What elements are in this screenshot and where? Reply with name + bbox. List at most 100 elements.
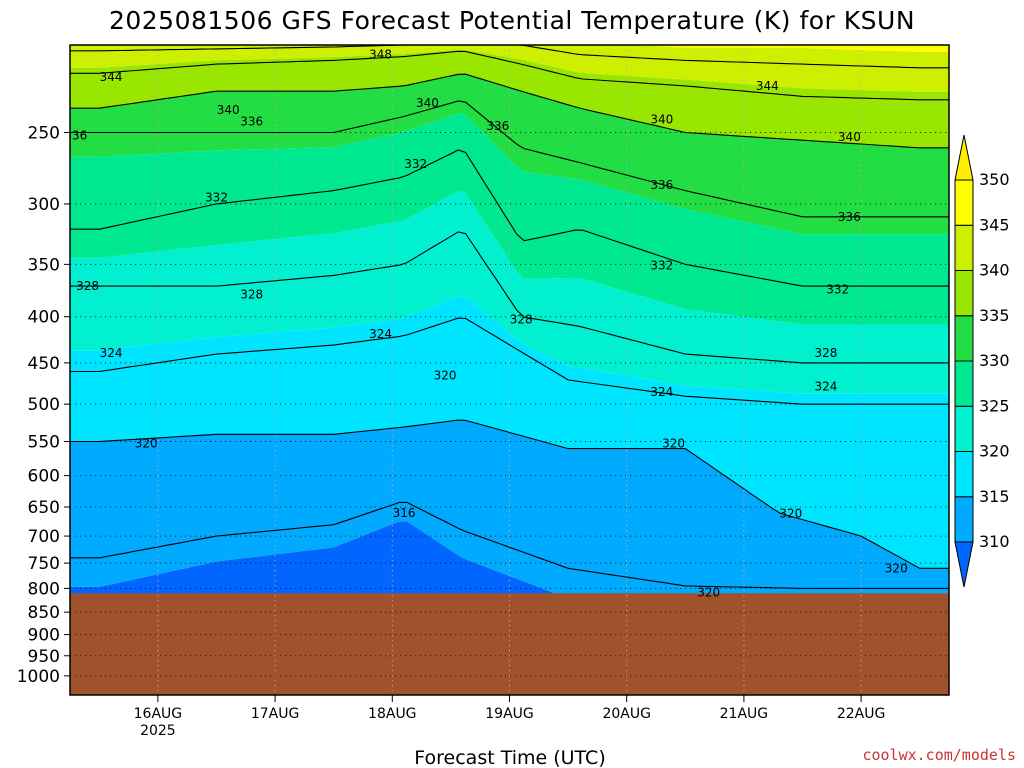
contour-label-328: 328	[76, 279, 99, 293]
isentrope-336	[70, 100, 949, 218]
contour-label-340: 340	[650, 113, 673, 127]
isentrope-328	[70, 231, 949, 364]
contour-label-336: 336	[838, 210, 861, 224]
colorbar-segment-315	[954, 451, 974, 498]
y-tick-label: 250	[28, 123, 60, 143]
y-axis: 250 300 350 400 450 500 550 600 650 700 750 800 850 9…	[17, 123, 70, 687]
contour-label-324: 324	[650, 385, 673, 399]
theta-band-335	[70, 74, 949, 235]
contour-label-340: 340	[416, 96, 439, 110]
isentrope-348	[70, 45, 949, 69]
contour-label-344: 344	[100, 70, 123, 84]
contour-label-320: 320	[434, 369, 457, 383]
colorbar-segment-320	[954, 405, 974, 452]
y-tick-label: 850	[28, 603, 60, 623]
isentrope-320	[70, 419, 949, 569]
theta-band-350	[630, 45, 949, 52]
y-tick-label: 750	[28, 554, 60, 574]
theta-band-325	[70, 190, 949, 394]
contour-label-332: 332	[205, 190, 228, 204]
colorbar-segment-335	[954, 270, 974, 317]
contour-label-316: 316	[393, 506, 416, 520]
colorbar-tick-label: 310	[979, 532, 1010, 551]
isentrope-332	[70, 149, 949, 287]
credit-link[interactable]: coolwx.com/models	[862, 746, 1016, 764]
colorbar-tick-label: 330	[979, 351, 1010, 370]
contour-label-340: 340	[838, 130, 861, 144]
isentrope-316	[70, 501, 949, 589]
contour-label-344: 344	[756, 79, 779, 93]
y-tick-label: 900	[28, 626, 60, 646]
y-tick-label: 650	[28, 498, 60, 518]
contour-label-336: 336	[240, 114, 263, 128]
contour-label-336: 336	[650, 178, 673, 192]
contour-label-324: 324	[369, 327, 392, 341]
colorbar-tick-label: 320	[979, 442, 1010, 461]
colorbar-extend-low	[954, 541, 974, 588]
contour-label-320: 320	[885, 561, 908, 575]
y-tick-label: 400	[28, 308, 60, 328]
x-tick-label: 17AUG	[251, 706, 300, 722]
x-tick-label: 16AUG	[134, 706, 183, 722]
contour-label-320: 320	[779, 507, 802, 521]
colorbar-segment-310	[954, 496, 974, 543]
x-tick-label: 21AUG	[720, 706, 769, 722]
contour-label-340: 340	[217, 103, 240, 117]
y-tick-label: 950	[28, 647, 60, 667]
x-tick-label: 19AUG	[485, 706, 534, 722]
y-tick-label: 550	[28, 433, 60, 453]
colorbar-segment-325	[954, 360, 974, 407]
isentrope-contours	[70, 45, 949, 589]
contour-label-336: 336	[64, 129, 87, 143]
x-axis-label: Forecast Time (UTC)	[414, 747, 605, 768]
grid-lines	[70, 45, 949, 695]
theta-band-340	[70, 49, 949, 148]
contour-label-328: 328	[510, 313, 533, 327]
isentrope-324	[70, 317, 949, 405]
y-tick-label: 800	[28, 579, 60, 599]
y-tick-label: 700	[28, 527, 60, 547]
terrain-layer	[70, 593, 949, 695]
colorbar-tick-label: 350	[979, 170, 1010, 189]
contour-label-328: 328	[240, 288, 263, 302]
colorbar-tick-label: 325	[979, 396, 1010, 415]
colorbar-tick-label: 345	[979, 215, 1010, 234]
y-tick-label: 300	[28, 195, 60, 215]
colorbar-tick-label: 315	[979, 487, 1010, 506]
y-tick-label: 350	[28, 255, 60, 275]
colorbar: 310 315 320 325 330 335 340 345 350	[954, 134, 1010, 588]
colorbar-segment-340	[954, 224, 974, 271]
y-tick-label: 500	[28, 395, 60, 415]
chart-title: 2025081506 GFS Forecast Potential Temper…	[109, 6, 915, 35]
colorbar-segment-330	[954, 315, 974, 362]
contour-label-320: 320	[135, 437, 158, 451]
colorbar-extend-high	[954, 134, 974, 181]
isentrope-344	[70, 50, 949, 101]
isentrope-340	[70, 73, 949, 149]
contour-label-332: 332	[826, 282, 849, 296]
colorbar-tick-label: 340	[979, 261, 1010, 280]
contour-label-328: 328	[814, 346, 837, 360]
contour-label-348: 348	[369, 48, 392, 62]
contour-label-324: 324	[814, 380, 837, 394]
x-tick-label: 20AUG	[602, 706, 651, 722]
colorbar-tick-label: 335	[979, 306, 1010, 325]
terrain-rect	[70, 593, 949, 695]
contour-label-320: 320	[697, 585, 720, 599]
x-tick-label: 18AUG	[368, 706, 417, 722]
contour-label-336: 336	[486, 119, 509, 133]
colorbar-segment-345	[954, 179, 974, 226]
y-tick-label: 1000	[17, 667, 60, 687]
y-tick-label: 450	[28, 354, 60, 374]
contour-label-332: 332	[404, 157, 427, 171]
contour-label-324: 324	[100, 346, 123, 360]
y-tick-label: 600	[28, 467, 60, 487]
theta-band-345	[70, 45, 949, 92]
contour-label-320: 320	[662, 437, 685, 451]
theta-band-330	[70, 113, 949, 325]
contour-label-332: 332	[650, 258, 673, 272]
